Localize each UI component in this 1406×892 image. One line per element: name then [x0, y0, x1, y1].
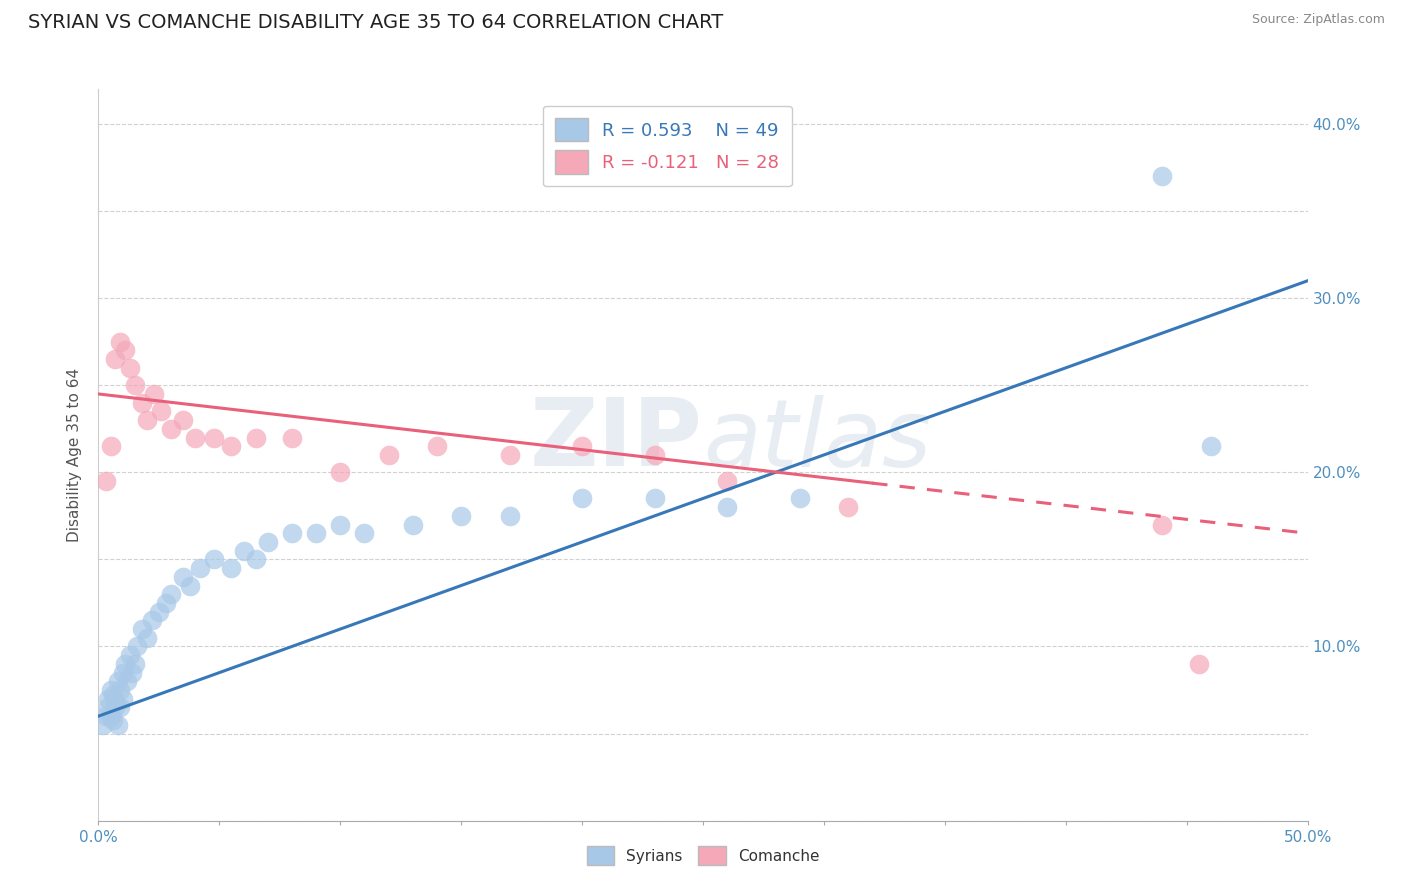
Point	[1199, 439, 1222, 453]
Point	[245, 552, 267, 566]
Point	[402, 517, 425, 532]
Point	[1188, 657, 1211, 671]
Point	[118, 360, 141, 375]
Point	[124, 378, 146, 392]
Point	[131, 395, 153, 409]
Text: ZIP: ZIP	[530, 394, 703, 486]
Point	[789, 491, 811, 506]
Point	[127, 640, 149, 654]
Point	[329, 517, 352, 532]
Point	[101, 713, 124, 727]
Text: atlas: atlas	[703, 395, 931, 486]
Point	[644, 491, 666, 506]
Point	[135, 631, 157, 645]
Point	[498, 508, 520, 523]
Point	[97, 700, 120, 714]
Point	[184, 430, 207, 444]
Point	[104, 700, 127, 714]
Point	[100, 709, 122, 723]
Point	[135, 413, 157, 427]
Point	[108, 700, 131, 714]
Point	[281, 526, 304, 541]
Point	[204, 552, 226, 566]
Point	[114, 657, 136, 671]
Point	[716, 500, 738, 515]
Point	[111, 691, 134, 706]
Point	[94, 474, 117, 488]
Point	[172, 413, 194, 427]
Point	[91, 718, 114, 732]
Point	[141, 613, 163, 627]
Point	[114, 343, 136, 358]
Point	[107, 718, 129, 732]
Text: SYRIAN VS COMANCHE DISABILITY AGE 35 TO 64 CORRELATION CHART: SYRIAN VS COMANCHE DISABILITY AGE 35 TO …	[28, 13, 723, 32]
Point	[124, 657, 146, 671]
Point	[837, 500, 859, 515]
Point	[353, 526, 375, 541]
Point	[221, 439, 243, 453]
Point	[104, 352, 127, 367]
Point	[150, 404, 173, 418]
Point	[179, 578, 201, 592]
Point	[100, 683, 122, 698]
Point	[100, 439, 122, 453]
Point	[305, 526, 328, 541]
Point	[101, 688, 124, 702]
Point	[143, 387, 166, 401]
Point	[117, 674, 139, 689]
Point	[232, 543, 254, 558]
Point	[221, 561, 243, 575]
Point	[108, 334, 131, 349]
Point	[204, 430, 226, 444]
Point	[131, 622, 153, 636]
Point	[1152, 169, 1174, 184]
Point	[97, 691, 120, 706]
Point	[94, 709, 117, 723]
Point	[108, 683, 131, 698]
Point	[571, 491, 593, 506]
Point	[118, 648, 141, 663]
Point	[281, 430, 304, 444]
Point	[188, 561, 211, 575]
Point	[155, 596, 177, 610]
Point	[172, 570, 194, 584]
Point	[104, 695, 127, 709]
Point	[377, 448, 399, 462]
Text: Source: ZipAtlas.com: Source: ZipAtlas.com	[1251, 13, 1385, 27]
Point	[450, 508, 472, 523]
Point	[498, 448, 520, 462]
Point	[107, 674, 129, 689]
Point	[245, 430, 267, 444]
Point	[111, 665, 134, 680]
Point	[426, 439, 449, 453]
Point	[644, 448, 666, 462]
Point	[160, 587, 183, 601]
Y-axis label: Disability Age 35 to 64: Disability Age 35 to 64	[67, 368, 83, 542]
Point	[256, 535, 278, 549]
Point	[121, 665, 143, 680]
Legend: Syrians, Comanche: Syrians, Comanche	[581, 839, 825, 871]
Point	[160, 422, 183, 436]
Point	[1152, 517, 1174, 532]
Point	[329, 466, 352, 480]
Point	[716, 474, 738, 488]
Point	[148, 605, 170, 619]
Point	[571, 439, 593, 453]
